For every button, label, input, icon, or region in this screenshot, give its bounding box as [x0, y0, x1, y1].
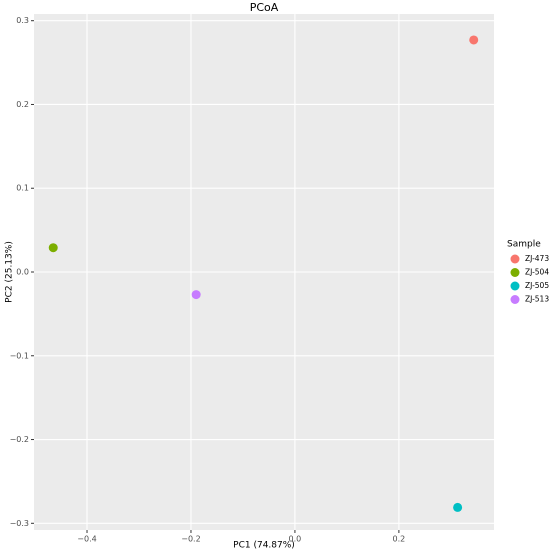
legend-label: ZJ-513 — [525, 295, 549, 304]
x-tick-label: 0.0 — [289, 535, 302, 544]
y-tick-label: 0.1 — [16, 184, 29, 193]
point — [453, 502, 463, 512]
y-axis-label: PC2 (25.13%) — [5, 241, 15, 303]
legend-key — [510, 254, 520, 264]
legend-title: Sample — [507, 240, 541, 250]
point — [48, 243, 58, 253]
x-tick-label: −0.4 — [77, 535, 96, 544]
legend-key — [510, 295, 520, 304]
y-tick-label: −0.2 — [10, 435, 29, 444]
legend-label: ZJ-505 — [525, 281, 549, 290]
legend-label: ZJ-473 — [525, 254, 549, 263]
point — [191, 290, 201, 300]
y-tick-label: 0.2 — [16, 100, 29, 109]
point — [469, 35, 479, 45]
legend-label: ZJ-504 — [525, 268, 549, 277]
x-axis-label: PC1 (74.87%) — [233, 541, 295, 551]
chart-title: PCoA — [250, 1, 279, 14]
x-tick-label: −0.2 — [181, 535, 200, 544]
y-tick-label: −0.1 — [10, 351, 29, 360]
legend-key — [510, 268, 520, 277]
y-tick-label: 0.0 — [16, 268, 29, 277]
y-tick-label: 0.3 — [16, 16, 29, 25]
x-tick-label: 0.2 — [393, 535, 406, 544]
y-tick-label: −0.3 — [10, 519, 29, 528]
legend-key — [510, 281, 520, 291]
